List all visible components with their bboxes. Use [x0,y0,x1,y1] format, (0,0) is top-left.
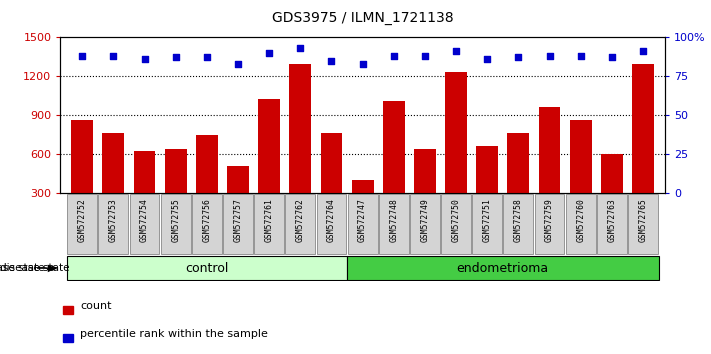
FancyBboxPatch shape [129,194,159,254]
Bar [67,256,347,280]
Bar [196,135,218,232]
Bar [63,334,73,342]
Text: disease state ▶: disease state ▶ [0,263,56,273]
Text: count: count [80,301,112,310]
Bar [352,180,373,232]
FancyBboxPatch shape [535,194,565,254]
Point [294,45,306,51]
Bar [289,64,311,232]
Text: GSM572754: GSM572754 [140,198,149,242]
Point [575,53,587,59]
Bar [476,146,498,232]
Bar [347,256,658,280]
Point [232,61,244,67]
Bar [71,120,93,232]
Bar [445,72,467,232]
FancyBboxPatch shape [68,194,97,254]
FancyBboxPatch shape [98,194,129,254]
Point [77,53,88,59]
Bar [570,120,592,232]
FancyBboxPatch shape [379,194,409,254]
Text: GSM572762: GSM572762 [296,198,305,242]
Text: GSM572759: GSM572759 [545,198,554,242]
Text: GSM572761: GSM572761 [264,198,274,242]
Text: GSM572763: GSM572763 [607,198,616,242]
Text: GSM572749: GSM572749 [420,198,429,242]
Bar [539,107,560,232]
Bar [134,152,156,232]
FancyBboxPatch shape [285,194,315,254]
FancyBboxPatch shape [441,194,471,254]
Point [544,53,555,59]
Point [326,58,337,63]
Text: GSM572757: GSM572757 [233,198,242,242]
Point [357,61,368,67]
FancyBboxPatch shape [628,194,658,254]
Point [107,53,119,59]
Text: disease state: disease state [0,263,70,273]
Bar [258,99,280,232]
Text: GSM572747: GSM572747 [358,198,367,242]
FancyBboxPatch shape [410,194,440,254]
Point [637,48,648,54]
FancyBboxPatch shape [597,194,627,254]
Text: GSM572751: GSM572751 [483,198,492,242]
Point [201,55,213,60]
Point [450,48,461,54]
Bar [165,149,186,232]
FancyBboxPatch shape [255,194,284,254]
Bar [632,64,654,232]
Bar [414,149,436,232]
Text: GSM572760: GSM572760 [576,198,585,242]
Text: GDS3975 / ILMN_1721138: GDS3975 / ILMN_1721138 [272,11,454,25]
Point [264,50,275,56]
FancyBboxPatch shape [566,194,596,254]
Bar [601,154,623,232]
FancyBboxPatch shape [503,194,533,254]
FancyBboxPatch shape [192,194,222,254]
FancyBboxPatch shape [348,194,378,254]
Text: GSM572758: GSM572758 [514,198,523,242]
Text: GSM572764: GSM572764 [327,198,336,242]
Bar [321,133,343,232]
Point [419,53,431,59]
Point [513,55,524,60]
Text: GSM572765: GSM572765 [638,198,648,242]
Point [481,56,493,62]
Text: GSM572750: GSM572750 [451,198,461,242]
Text: GSM572755: GSM572755 [171,198,180,242]
Bar [227,166,249,232]
FancyBboxPatch shape [472,194,502,254]
Text: GSM572752: GSM572752 [77,198,87,242]
Point [170,55,181,60]
Point [139,56,150,62]
Text: control: control [185,262,228,275]
Bar [63,306,73,314]
FancyBboxPatch shape [316,194,346,254]
Text: GSM572756: GSM572756 [203,198,211,242]
Text: percentile rank within the sample: percentile rank within the sample [80,329,268,339]
FancyBboxPatch shape [223,194,253,254]
Bar [102,133,124,232]
Bar [508,133,529,232]
FancyBboxPatch shape [161,194,191,254]
Text: GSM572753: GSM572753 [109,198,118,242]
Text: endometrioma: endometrioma [456,262,549,275]
Point [388,53,400,59]
Text: GSM572748: GSM572748 [389,198,398,242]
Point [606,55,618,60]
Bar [383,101,405,232]
